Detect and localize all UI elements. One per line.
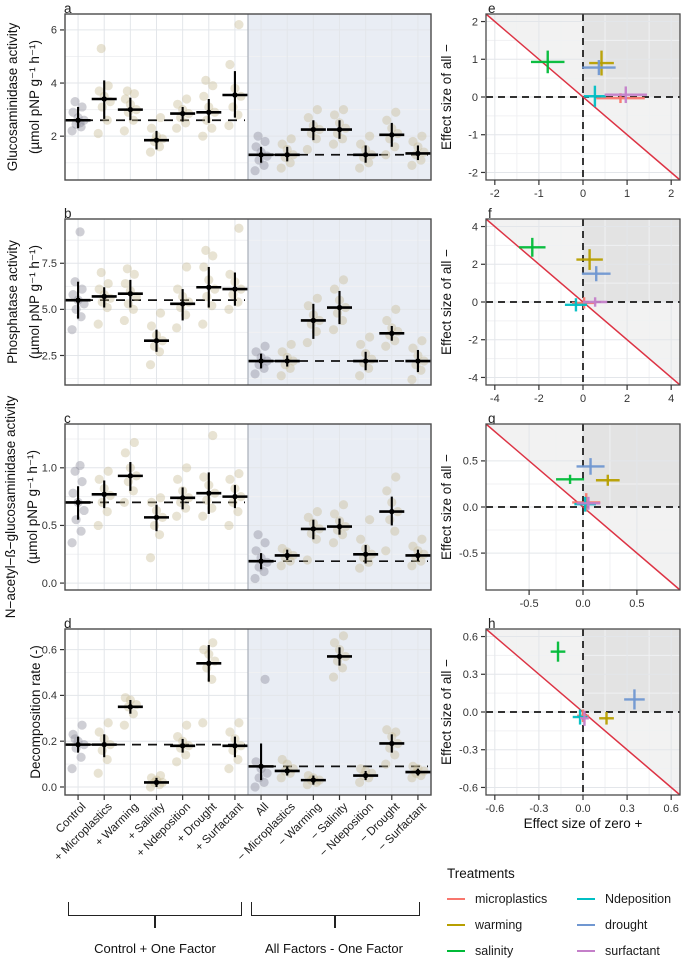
svg-text:0.5: 0.5	[42, 520, 57, 532]
svg-text:4: 4	[51, 78, 57, 90]
panel-tag-a: a	[64, 1, 72, 16]
legend-item-salinity: salinity	[447, 938, 547, 964]
svg-text:0: 0	[472, 297, 478, 309]
svg-text:2: 2	[624, 393, 630, 405]
svg-text:5.0: 5.0	[42, 304, 57, 316]
brace-control-plus-one	[68, 902, 242, 916]
scatter-plot-f: -4 -4 -2 -2 0 0 2 2 4 4	[468, 218, 681, 405]
svg-text:0: 0	[472, 92, 478, 104]
svg-text:-2: -2	[468, 335, 478, 347]
strip-plot-b: 2.5 5.0 7.5	[42, 218, 432, 386]
svg-text:0.0: 0.0	[42, 782, 57, 794]
svg-text:2.5: 2.5	[42, 350, 57, 362]
svg-text:0: 0	[580, 393, 586, 405]
legend-item-label: drought	[605, 918, 648, 932]
caption-all-factors-minus-one: All Factors - One Factor	[265, 941, 403, 956]
legend-item-Ndeposition: Ndeposition	[577, 886, 671, 912]
legend-line-icon	[577, 898, 595, 900]
svg-text:-0.6: -0.6	[485, 803, 504, 815]
legend-line-icon	[447, 950, 465, 952]
svg-text:2: 2	[668, 188, 674, 200]
legend-line-icon	[447, 924, 465, 926]
legend-line-icon	[577, 950, 595, 952]
svg-text:-1: -1	[534, 188, 544, 200]
svg-text:4: 4	[472, 221, 478, 233]
strip-plot-c: 0.0 0.5 1.0	[42, 423, 432, 591]
brace-all-minus-one	[251, 902, 420, 916]
svg-text:1: 1	[472, 54, 478, 66]
svg-text:0.6: 0.6	[42, 644, 57, 656]
svg-text:-2: -2	[468, 167, 478, 179]
svg-text:-2: -2	[490, 188, 500, 200]
svg-text:0.5: 0.5	[463, 456, 478, 468]
svg-text:0: 0	[580, 188, 586, 200]
svg-text:0.0: 0.0	[575, 598, 590, 610]
legend-item-surfactant: surfactant	[577, 938, 671, 964]
svg-text:4: 4	[668, 393, 674, 405]
scatter-plot-g: -0.5 -0.5 0.0 0.0 0.5 0.5	[459, 423, 681, 610]
legend-column-1: microplastics warming salinity	[447, 886, 547, 964]
strip-plot-a: 2 4 6	[51, 13, 432, 181]
svg-text:0.0: 0.0	[575, 803, 590, 815]
svg-text:-1: -1	[468, 130, 478, 142]
legend-line-icon	[447, 898, 465, 900]
svg-text:0.0: 0.0	[42, 578, 57, 590]
legend-title: Treatments	[447, 866, 515, 881]
svg-text:0.5: 0.5	[629, 598, 644, 610]
svg-text:6: 6	[51, 25, 57, 37]
svg-text:7.5: 7.5	[42, 258, 57, 270]
brace-stem-right	[334, 915, 336, 928]
legend-item-label: warming	[475, 918, 523, 932]
svg-text:2: 2	[472, 16, 478, 28]
panel-tag-d: d	[64, 616, 72, 631]
svg-text:1: 1	[624, 188, 630, 200]
svg-text:0.3: 0.3	[619, 803, 634, 815]
legend-column-2: Ndeposition drought surfactant	[577, 886, 671, 964]
svg-text:-4: -4	[468, 372, 478, 384]
panel-tag-f: f	[488, 206, 492, 221]
svg-text:0.6: 0.6	[664, 803, 679, 815]
svg-text:0.4: 0.4	[42, 690, 57, 702]
panel-tag-c: c	[64, 411, 71, 426]
legend-item-label: surfactant	[605, 944, 660, 958]
svg-text:0.0: 0.0	[463, 707, 478, 719]
svg-text:-0.5: -0.5	[520, 598, 539, 610]
svg-text:2: 2	[472, 259, 478, 271]
legend-line-icon	[577, 924, 595, 926]
y-axis-label-c-line1: N−acetyl−ß−glucosaminidase activity	[3, 395, 18, 619]
panel-tag-b: b	[64, 206, 72, 221]
legend-item-warming: warming	[447, 912, 547, 938]
caption-control-plus-one-factor: Control + One Factor	[94, 941, 216, 956]
svg-text:0.6: 0.6	[463, 631, 478, 643]
legend-item-drought: drought	[577, 912, 671, 938]
svg-text:-2: -2	[534, 393, 544, 405]
svg-text:-0.3: -0.3	[459, 745, 478, 757]
scatter-plot-h: -0.6 -0.6 -0.3 -0.3 0.0 0.0 0.3 0.3 0.6 0.6	[459, 628, 681, 815]
svg-text:1.0: 1.0	[42, 463, 57, 475]
x-axis-label-effect-size-zero: Effect size of zero +	[523, 816, 643, 831]
panel-tag-e: e	[488, 1, 496, 16]
brace-stem-left	[154, 915, 156, 928]
strip-plot-d: 0.0 0.2 0.4 0.6	[42, 628, 432, 800]
panel-tag-g: g	[488, 411, 496, 426]
svg-text:2: 2	[51, 131, 57, 143]
svg-text:0.2: 0.2	[42, 736, 57, 748]
svg-text:-0.6: -0.6	[459, 782, 478, 794]
svg-text:-0.5: -0.5	[459, 548, 478, 560]
svg-text:0.0: 0.0	[463, 502, 478, 514]
legend-item-label: microplastics	[475, 892, 548, 906]
panel-tag-h: h	[488, 616, 496, 631]
legend-item-label: Ndeposition	[605, 892, 672, 906]
scatter-plot-e: -2 -2 -1 -1 0 0 1 1 2 2	[468, 13, 681, 200]
legend-item-label: salinity	[475, 944, 514, 958]
legend-item-microplastics: microplastics	[447, 886, 547, 912]
svg-text:-4: -4	[490, 393, 500, 405]
svg-text:0.3: 0.3	[463, 669, 478, 681]
svg-text:-0.3: -0.3	[529, 803, 548, 815]
